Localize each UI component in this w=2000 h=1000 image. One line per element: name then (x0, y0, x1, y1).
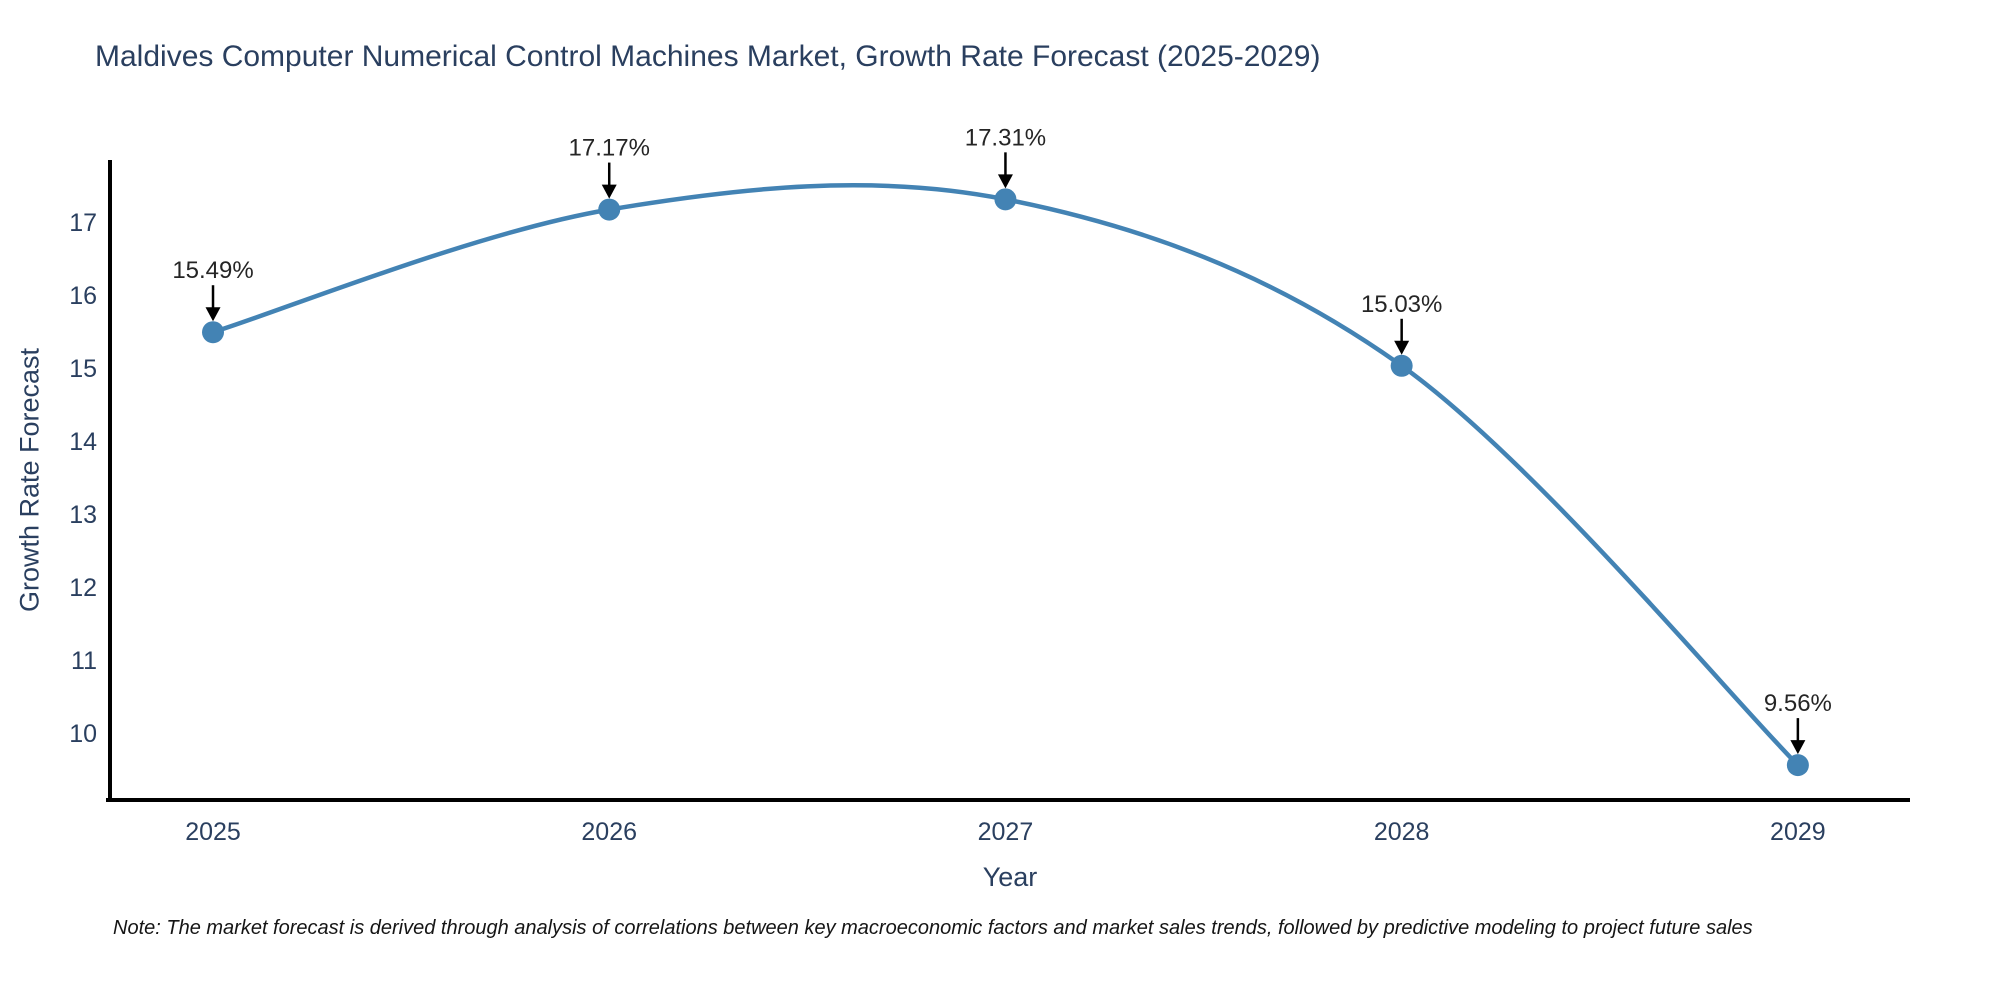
trend-line (212, 183, 1800, 767)
footnote: Note: The market forecast is derived thr… (113, 917, 1753, 939)
y-tick-label: 16 (69, 282, 97, 310)
y-tick-label: 14 (69, 428, 97, 456)
y-tick-label: 12 (69, 574, 97, 602)
y-tick-label: 17 (69, 209, 97, 237)
x-tick-label: 2029 (1770, 818, 1826, 846)
point-label-2028: 15.03% (1361, 291, 1442, 318)
data-point-2028 (1390, 354, 1413, 377)
x-tick-label: 2025 (185, 818, 241, 846)
point-label-2026: 17.17% (569, 135, 650, 162)
annotation-arrow-head (997, 174, 1013, 189)
point-label-2027: 17.31% (965, 124, 1046, 151)
data-point-2027 (994, 188, 1017, 211)
annotation-arrow-head (1394, 340, 1410, 355)
x-tick-label: 2027 (978, 818, 1034, 846)
y-tick-label: 15 (69, 355, 97, 383)
chart-title: Maldives Computer Numerical Control Mach… (95, 40, 1321, 73)
x-tick-label: 2028 (1374, 818, 1430, 846)
x-tick-label: 2026 (581, 818, 637, 846)
y-tick-label: 13 (69, 501, 97, 529)
annotation-arrow-head (601, 184, 617, 199)
y-tick-label: 10 (69, 720, 97, 748)
data-point-2029 (1786, 754, 1809, 777)
annotation-arrow-head (1790, 740, 1806, 755)
annotation-arrow-head (205, 307, 221, 322)
data-point-2025 (202, 321, 225, 344)
point-label-2029: 9.56% (1764, 690, 1832, 717)
y-tick-label: 11 (71, 647, 97, 675)
x-axis-title: Year (982, 862, 1038, 892)
point-label-2025: 15.49% (172, 257, 253, 284)
data-point-2026 (598, 198, 621, 221)
